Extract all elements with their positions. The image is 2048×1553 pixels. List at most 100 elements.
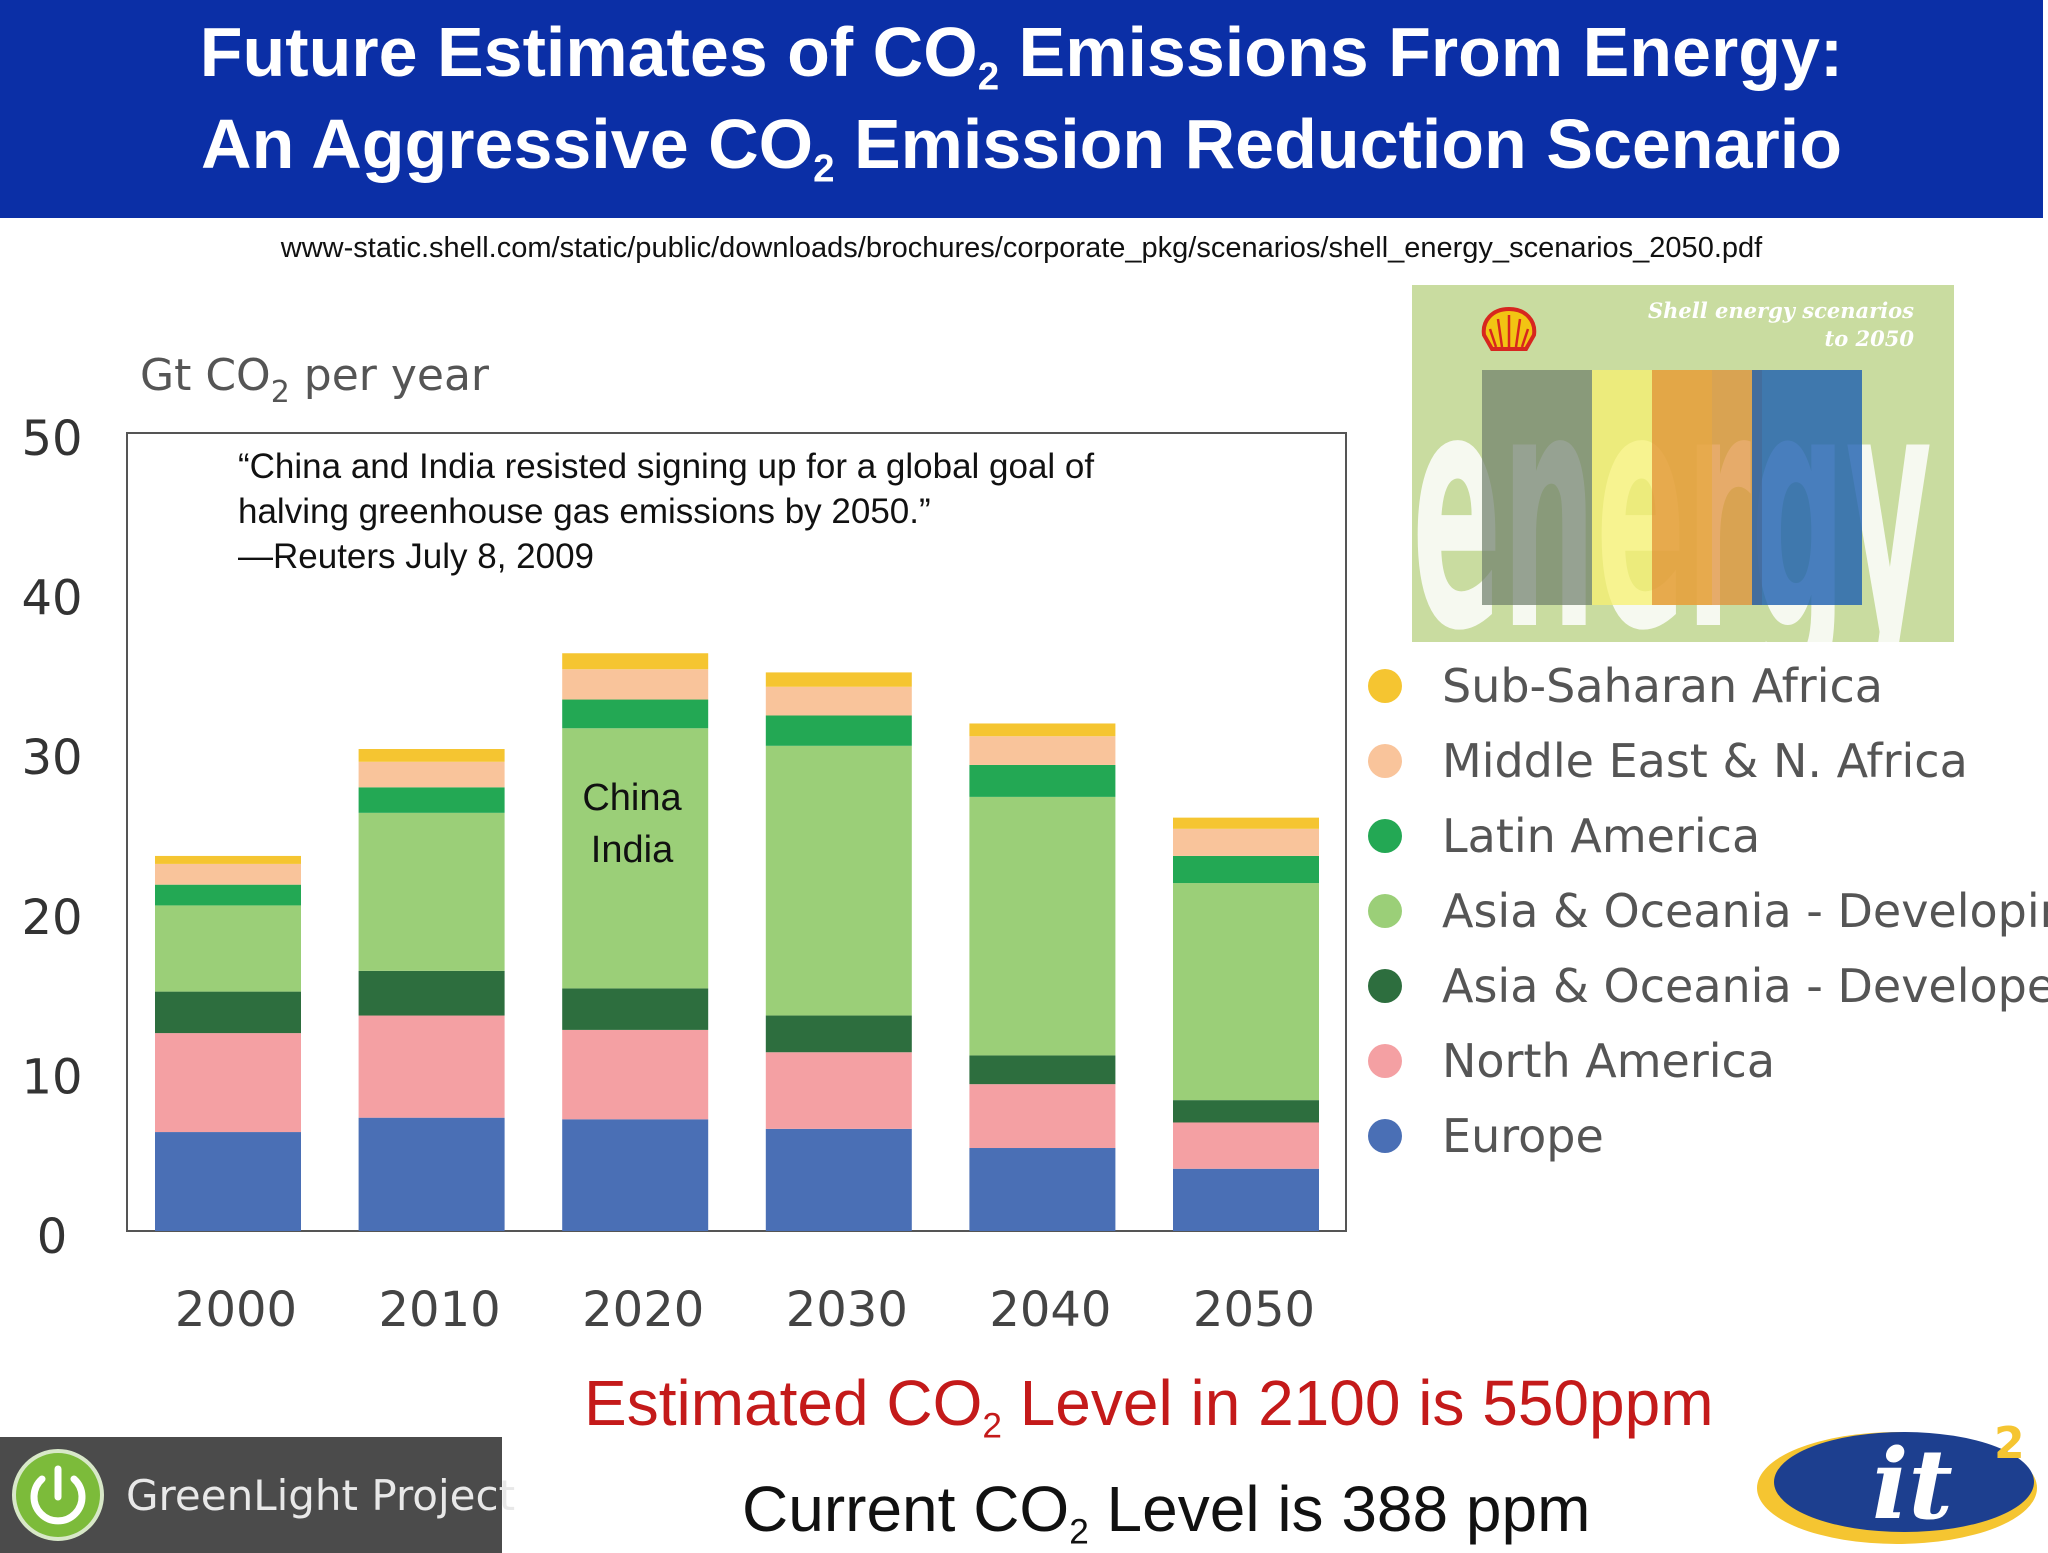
- bar-segment: [969, 1148, 1116, 1231]
- legend-label: Latin America: [1442, 808, 1761, 863]
- y-axis-ticks: 0 10 20 30 40 50: [21, 411, 82, 1265]
- bar-segment: [1173, 1168, 1319, 1231]
- bar-segment: [562, 653, 709, 670]
- x-tick-label: 2040: [989, 1282, 1111, 1338]
- bar-segment: [562, 988, 709, 1030]
- bar-segment: [155, 991, 301, 1034]
- cover-title: Shell energy scenarios to 2050: [1647, 298, 1914, 351]
- bar-segment: [562, 699, 709, 729]
- x-tick-label: 2010: [379, 1282, 501, 1338]
- quote-line-1: “China and India resisted signing up for…: [238, 447, 1095, 486]
- legend-label: North America: [1442, 1033, 1776, 1088]
- legend-label: Sub-Saharan Africa: [1442, 658, 1883, 713]
- legend-item: Middle East & N. Africa: [1368, 723, 2048, 798]
- bar-segment: [765, 1128, 912, 1231]
- bar-segment: [1173, 855, 1319, 884]
- y-tick-label: 0: [37, 1209, 68, 1265]
- bar-segment: [358, 812, 505, 971]
- bar-segment: [969, 736, 1116, 765]
- legend-swatch: [1368, 893, 1402, 928]
- bar-segment: [358, 1015, 505, 1118]
- y-tick-label: 30: [21, 730, 82, 786]
- bar-segment: [155, 1132, 301, 1231]
- y-tick-label: 10: [21, 1049, 82, 1105]
- bar-segment: [155, 863, 301, 885]
- bar-segment: [358, 749, 505, 762]
- it-sup-text: 2: [1994, 1418, 2025, 1469]
- bar-segment: [358, 787, 505, 813]
- legend-swatch: [1368, 818, 1402, 853]
- title-bar: Future Estimates of CO2 Emissions From E…: [0, 0, 2043, 218]
- annotation-line-1: China: [582, 777, 682, 819]
- bar-segment: [358, 970, 505, 1016]
- quote-line-3: —Reuters July 8, 2009: [238, 537, 595, 576]
- x-tick-label: 2020: [582, 1282, 704, 1338]
- bar-segment: [969, 1055, 1116, 1085]
- y-tick-label: 40: [21, 571, 82, 627]
- bar-segment: [1173, 1122, 1319, 1169]
- x-tick-label: 2000: [175, 1282, 297, 1338]
- energy-word-art: energy: [1412, 319, 1932, 642]
- svg-text:Gt CO2 per year: Gt CO2 per year: [140, 350, 490, 410]
- y-axis-title: Gt CO2 per year: [140, 350, 490, 410]
- power-icon: [12, 1449, 104, 1541]
- legend-label: Asia & Oceania - Developed: [1442, 958, 2048, 1013]
- bar-segment: [969, 796, 1116, 1056]
- y-tick-label: 20: [21, 890, 82, 946]
- bar-segment: [562, 669, 709, 700]
- source-url[interactable]: www-static.shell.com/static/public/downl…: [280, 232, 1763, 264]
- legend-swatch: [1368, 1118, 1402, 1153]
- shell-report-cover: Shell energy scenarios to 2050 energy: [1412, 285, 1954, 642]
- bar-segment: [765, 1052, 912, 1129]
- title-line-1: Future Estimates of CO2 Emissions From E…: [199, 13, 1844, 99]
- title-line-2: An Aggressive CO2 Emission Reduction Sce…: [201, 105, 1842, 191]
- legend-label: Asia & Oceania - Developing: [1442, 883, 2048, 938]
- bar-segment: [1173, 817, 1319, 829]
- y-tick-label: 50: [21, 411, 82, 467]
- quote-line-2: halving greenhouse gas emissions by 2050…: [238, 492, 931, 531]
- it-text: it: [1872, 1428, 1953, 1541]
- estimated-co2-level: Estimated CO2 Level in 2100 is 550ppm: [584, 1367, 1714, 1446]
- legend-item: Sub-Saharan Africa: [1368, 648, 2048, 723]
- bar-segment: [765, 745, 912, 1016]
- china-india-annotation: China India: [582, 777, 682, 871]
- bar-segment: [765, 672, 912, 687]
- shell-logo-icon: [1481, 307, 1537, 351]
- legend-swatch: [1368, 743, 1402, 778]
- bar-segment: [969, 1084, 1116, 1149]
- bar-segment: [765, 715, 912, 746]
- legend-item: North America: [1368, 1023, 2048, 1098]
- legend-item: Asia & Oceania - Developed: [1368, 948, 2048, 1023]
- x-axis-ticks: 2000 2010 2020 2030 2040 2050: [175, 1282, 1315, 1338]
- bar-segment: [1173, 828, 1319, 856]
- current-co2-level: Current CO2 Level is 388 ppm: [742, 1473, 1591, 1552]
- it2-logo: it 2: [1757, 1418, 2037, 1544]
- annotation-line-2: India: [591, 829, 674, 871]
- legend-swatch: [1368, 968, 1402, 1003]
- bar-segment: [765, 686, 912, 716]
- bar-segment: [155, 884, 301, 906]
- legend: Sub-Saharan Africa Middle East & N. Afric…: [1368, 648, 2048, 1173]
- bar-segment: [155, 1033, 301, 1133]
- bar-segment: [155, 855, 301, 864]
- bar-segment: [562, 728, 709, 989]
- legend-swatch: [1368, 1043, 1402, 1078]
- bar-segment: [358, 761, 505, 788]
- bar-segment: [562, 1119, 709, 1231]
- greenlight-badge[interactable]: GreenLight Project: [0, 1437, 515, 1553]
- legend-label: Middle East & N. Africa: [1442, 733, 1968, 788]
- plot-frame: [126, 432, 1347, 1232]
- bar-segment: [562, 1029, 709, 1120]
- bar-segment: [765, 1015, 912, 1053]
- bar-segment: [155, 905, 301, 992]
- greenlight-label: GreenLight Project: [126, 1471, 516, 1520]
- bar-segment: [969, 764, 1116, 797]
- reuters-quote: “China and India resisted signing up for…: [238, 444, 1094, 579]
- bar-segment: [969, 723, 1116, 737]
- bar-segment: [1173, 1100, 1319, 1123]
- bar-segment: [358, 1117, 505, 1231]
- legend-label: Europe: [1442, 1108, 1604, 1163]
- x-tick-label: 2050: [1193, 1282, 1315, 1338]
- legend-item: Latin America: [1368, 798, 2048, 873]
